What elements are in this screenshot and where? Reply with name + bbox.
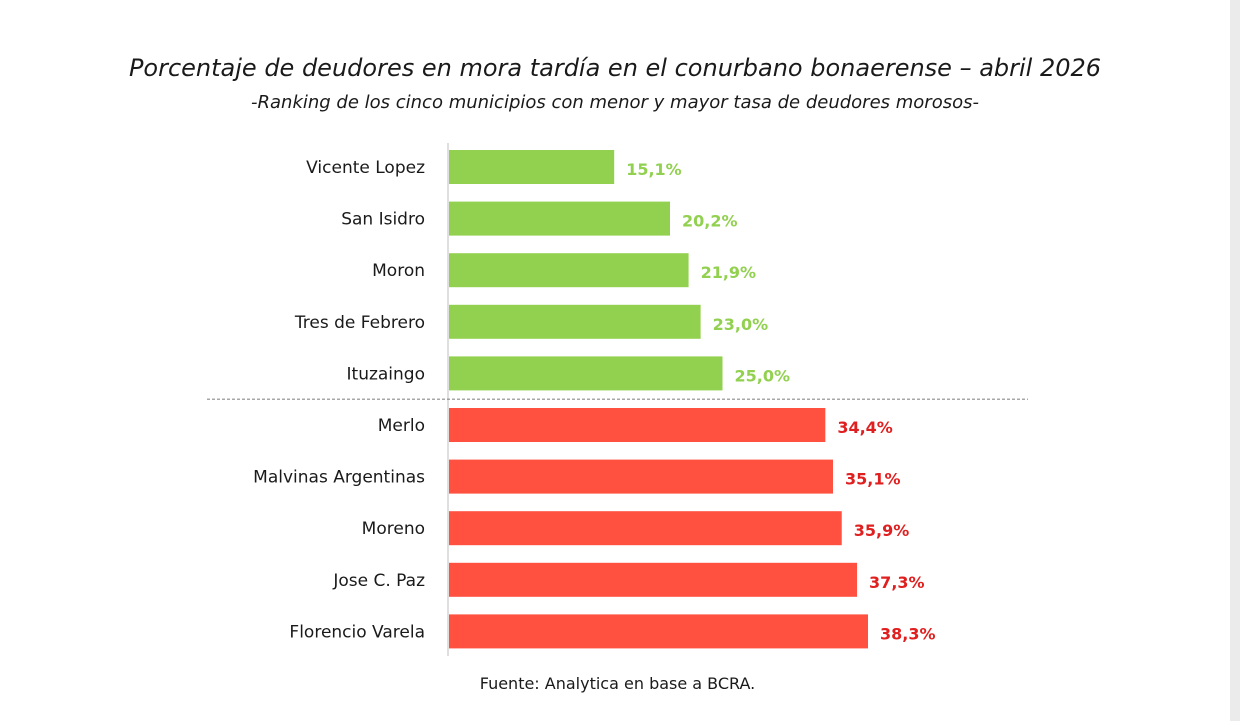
value-label: 38,3%	[880, 624, 936, 643]
bar-8	[449, 562, 858, 597]
category-label: Florencio Varela	[289, 622, 425, 642]
bar-1	[449, 201, 670, 236]
chart-title: Porcentaje de deudores en mora tardía en…	[128, 54, 1102, 82]
category-label: San Isidro	[341, 210, 425, 230]
value-label: 35,9%	[854, 521, 910, 540]
value-label: 15,1%	[626, 160, 682, 179]
category-label: Moron	[372, 261, 425, 281]
category-label: Moreno	[362, 519, 425, 539]
category-label: Tres de Febrero	[294, 313, 425, 333]
category-label: Merlo	[378, 416, 425, 436]
bar-3	[449, 304, 701, 339]
bar-chart: Vicente Lopez 15,1% San Isidro 20,2% Moron 21…	[207, 143, 1028, 656]
bar-4	[449, 356, 723, 391]
value-label: 20,2%	[682, 212, 738, 231]
bar-0	[449, 150, 615, 184]
value-label: 37,3%	[869, 573, 925, 592]
category-label: Ituzaingo	[347, 364, 425, 384]
value-label: 35,1%	[845, 470, 901, 489]
category-label: Malvinas Argentinas	[253, 468, 425, 488]
bar-2	[449, 253, 689, 288]
value-label: 34,4%	[837, 418, 893, 437]
value-label: 23,0%	[713, 315, 769, 334]
bar-5	[449, 408, 826, 442]
source-note: Fuente: Analytica en base a BCRA.	[479, 674, 756, 693]
value-label: 21,9%	[701, 263, 757, 282]
category-label: Vicente Lopez	[306, 158, 425, 178]
bar-9	[449, 614, 868, 649]
bar-6	[449, 459, 833, 494]
chart-subtitle: -Ranking de los cinco municipios con men…	[251, 92, 979, 113]
scrollbar-track[interactable]	[1230, 0, 1240, 721]
category-label: Jose C. Paz	[332, 571, 425, 591]
value-label: 25,0%	[734, 366, 790, 385]
bar-7	[449, 511, 842, 546]
